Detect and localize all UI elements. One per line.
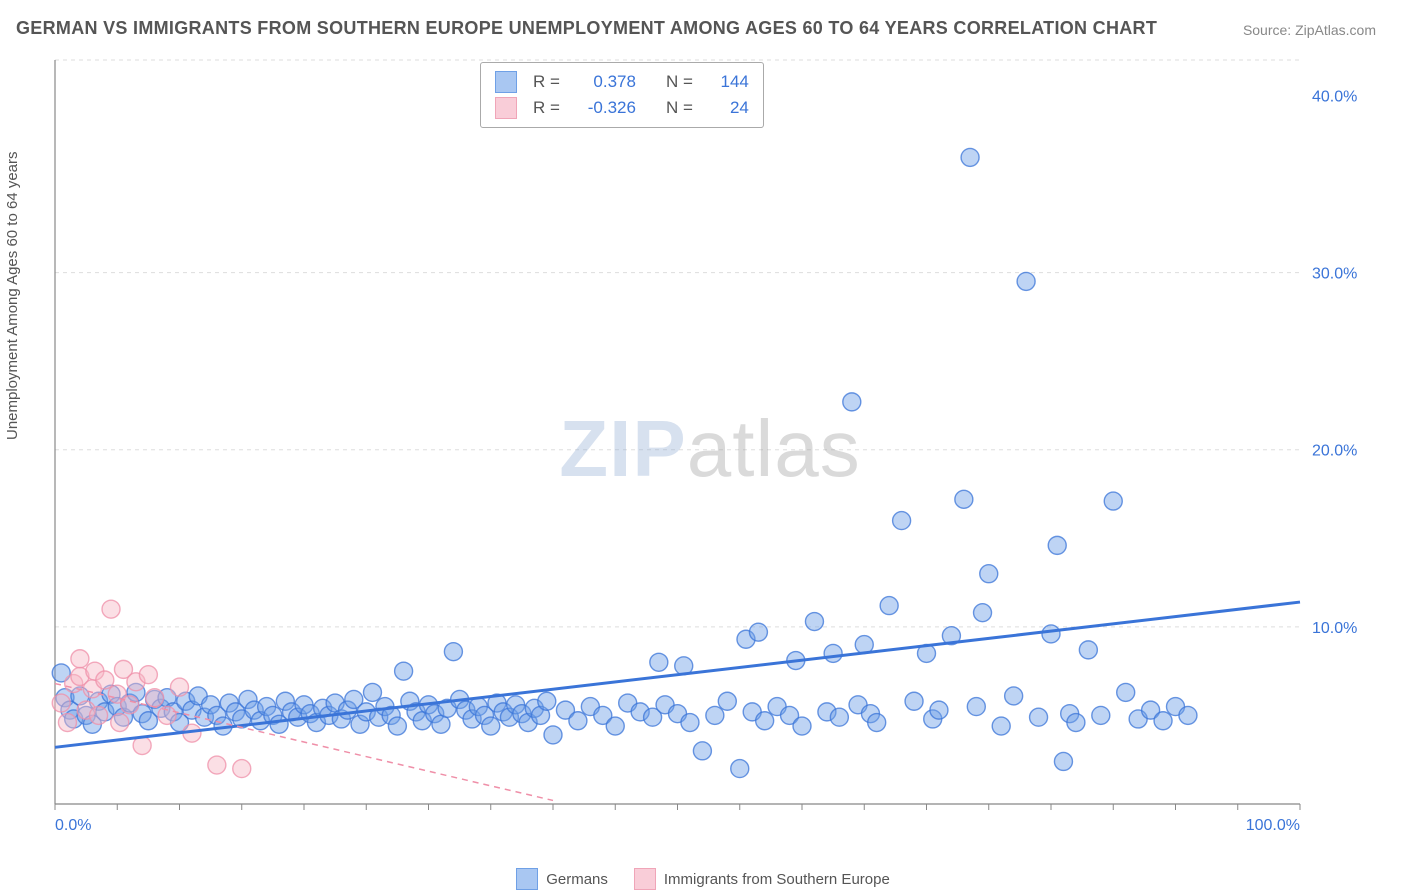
chart-area: 10.0%20.0%30.0%40.0%0.0%100.0% ZIPatlas … — [50, 54, 1370, 844]
stats-row: R =-0.326N =24 — [495, 95, 749, 121]
svg-text:20.0%: 20.0% — [1312, 443, 1357, 460]
stats-row: R =0.378N =144 — [495, 69, 749, 95]
legend-label: Immigrants from Southern Europe — [664, 871, 890, 888]
scatter-chart-svg: 10.0% 20.0% 30.0% 40.0% 0.0% 100.0% — [50, 54, 1370, 844]
legend-item: Germans — [516, 868, 608, 890]
y-axis-label: Unemployment Among Ages 60 to 64 years — [4, 151, 21, 440]
series-swatch — [495, 71, 517, 93]
legend-label: Germans — [546, 871, 608, 888]
svg-text:30.0%: 30.0% — [1312, 266, 1357, 283]
svg-text:100.0%: 100.0% — [1246, 817, 1300, 834]
legend-swatch — [634, 868, 656, 890]
chart-title: GERMAN VS IMMIGRANTS FROM SOUTHERN EUROP… — [16, 18, 1157, 39]
correlation-stats-box: R =0.378N =144R =-0.326N =24 — [480, 62, 764, 128]
legend-item: Immigrants from Southern Europe — [634, 868, 890, 890]
source-attribution: Source: ZipAtlas.com — [1243, 22, 1376, 38]
legend-swatch — [516, 868, 538, 890]
svg-text:40.0%: 40.0% — [1312, 88, 1357, 105]
series-swatch — [495, 97, 517, 119]
legend: Germans Immigrants from Southern Europe — [0, 868, 1406, 890]
svg-text:0.0%: 0.0% — [55, 817, 91, 834]
svg-text:10.0%: 10.0% — [1312, 620, 1357, 637]
